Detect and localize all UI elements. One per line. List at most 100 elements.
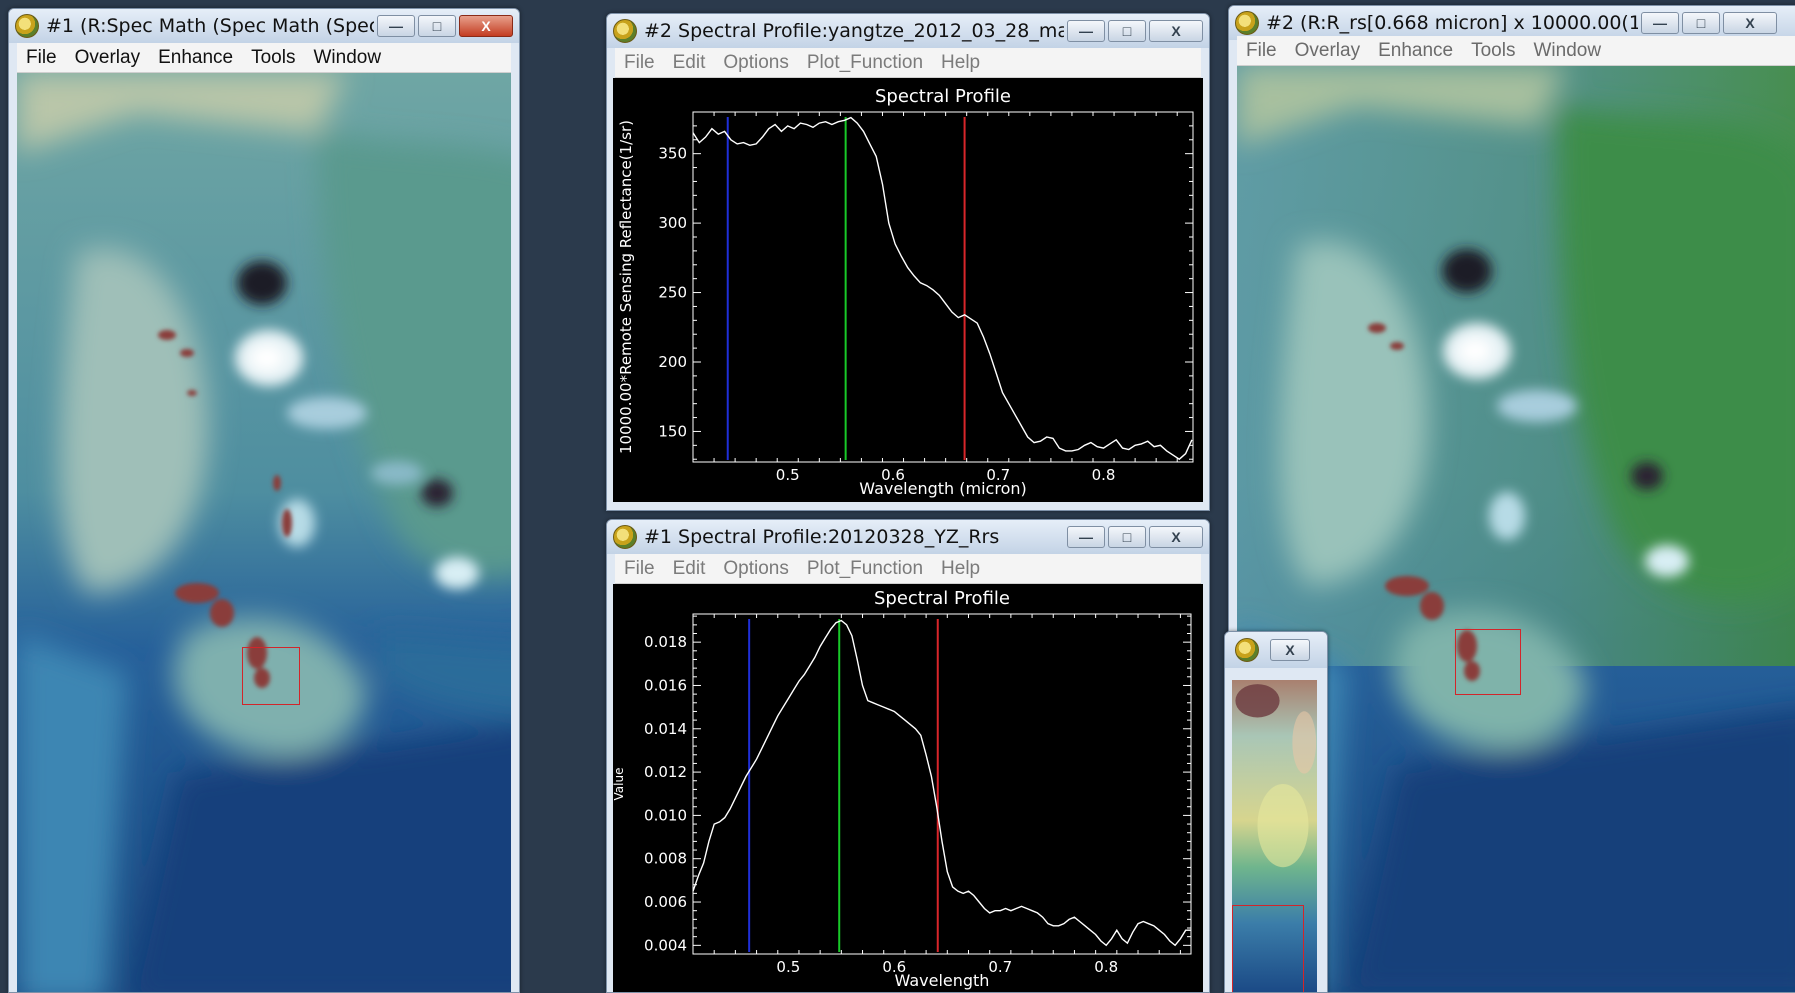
y-axis-label: Value — [613, 768, 626, 801]
y-tick-label: 350 — [658, 145, 687, 163]
roi-box[interactable] — [242, 647, 300, 705]
x-axis-label: Wavelength — [895, 971, 990, 990]
menu-enhance[interactable]: Enhance — [1378, 39, 1454, 61]
menu-tools[interactable]: Tools — [251, 46, 296, 68]
y-tick-label: 0.004 — [644, 936, 687, 954]
envi-logo-icon — [613, 525, 637, 549]
close-button[interactable]: X — [1723, 12, 1777, 34]
image-window-2[interactable]: #2 (R:R_rs[0.668 micron] x 10000.00(1/sr… — [1228, 5, 1795, 993]
window-title: #2 (R:R_rs[0.668 micron] x 10000.00(1/sr… — [1266, 12, 1638, 34]
x-tick-label: 0.7 — [986, 466, 1010, 484]
y-tick-label: 0.006 — [644, 893, 687, 911]
menu-edit[interactable]: Edit — [672, 51, 706, 73]
window-title: #1 (R:Spec Math (Spec Math (Spec Math ..… — [46, 15, 374, 37]
spectral-profile-chart: Spectral Profile 0.5 0.6 0.7 0.8 0.004 0.006 0.… — [613, 588, 1192, 990]
menu-file[interactable]: File — [1246, 39, 1277, 61]
y-tick-label: 150 — [658, 422, 687, 440]
maximize-button[interactable]: □ — [1108, 526, 1146, 548]
minimize-button[interactable]: — — [1641, 12, 1679, 34]
image-window-1-titlebar[interactable]: #1 (R:Spec Math (Spec Math (Spec Math ..… — [9, 9, 519, 43]
profile-window-2-titlebar[interactable]: #2 Spectral Profile:yangtze_2012_03_28_m… — [607, 14, 1209, 48]
menu-help[interactable]: Help — [941, 557, 981, 579]
chart-title: Spectral Profile — [875, 86, 1011, 107]
spectral-profile-line — [692, 619, 1191, 947]
maximize-button[interactable]: □ — [1108, 20, 1146, 42]
menu-enhance[interactable]: Enhance — [158, 46, 234, 68]
x-tick-label: 0.8 — [1094, 958, 1118, 976]
image-display[interactable] — [17, 73, 511, 992]
menu-plot-function[interactable]: Plot_Function — [806, 51, 924, 73]
maximize-button[interactable]: □ — [418, 15, 456, 37]
menu-file[interactable]: File — [26, 46, 57, 68]
envi-logo-icon — [613, 19, 637, 43]
envi-logo-icon — [1235, 638, 1259, 662]
menu-overlay[interactable]: Overlay — [74, 46, 141, 68]
menu-tools[interactable]: Tools — [1471, 39, 1516, 61]
window-title: #2 Spectral Profile:yangtze_2012_03_28_m… — [644, 20, 1064, 42]
menu-file[interactable]: File — [624, 51, 655, 73]
x-tick-label: 0.6 — [882, 958, 906, 976]
profile-window-1-titlebar[interactable]: #1 Spectral Profile:20120328_YZ_Rrs — □ … — [607, 520, 1209, 554]
scroll-roi-box[interactable] — [1232, 905, 1304, 992]
roi-box[interactable] — [1455, 629, 1521, 695]
menu-bar: File Overlay Enhance Tools Window — [1237, 36, 1795, 66]
envi-logo-icon — [1235, 11, 1259, 35]
plot-frame — [692, 613, 1192, 955]
minimize-button[interactable]: — — [1067, 20, 1105, 42]
close-button[interactable]: X — [1149, 526, 1203, 548]
image-window-1[interactable]: #1 (R:Spec Math (Spec Math (Spec Math ..… — [8, 8, 520, 993]
close-button[interactable]: X — [1270, 639, 1310, 661]
maximize-button[interactable]: □ — [1682, 12, 1720, 34]
image-window-2-titlebar[interactable]: #2 (R:R_rs[0.668 micron] x 10000.00(1/sr… — [1229, 6, 1795, 40]
menu-edit[interactable]: Edit — [672, 557, 706, 579]
spectral-plot-area[interactable]: Spectral Profile 0.5 0.6 0.7 0.8 0.004 0.006 0.… — [613, 584, 1203, 992]
menu-bar: File Overlay Enhance Tools Window — [17, 43, 511, 73]
menu-help[interactable]: Help — [941, 51, 981, 73]
plot-frame — [692, 111, 1194, 463]
x-axis-label: Wavelength (micron) — [859, 479, 1026, 498]
menu-bar: File Edit Options Plot_Function Help — [615, 554, 1201, 584]
image-display[interactable] — [1237, 66, 1795, 992]
profile-window-2[interactable]: #2 Spectral Profile:yangtze_2012_03_28_m… — [606, 13, 1210, 511]
minimize-button[interactable]: — — [1067, 526, 1105, 548]
scroll-window[interactable]: X — [1224, 631, 1328, 993]
y-tick-label: 0.016 — [644, 676, 687, 694]
y-axis-label: 10000.00*Remote Sensing Reflectance(1/sr… — [617, 120, 635, 454]
menu-overlay[interactable]: Overlay — [1294, 39, 1361, 61]
overview-image — [1232, 680, 1317, 992]
y-tick-label: 200 — [658, 353, 687, 371]
x-tick-label: 0.7 — [988, 958, 1012, 976]
y-tick-label: 0.008 — [644, 850, 687, 868]
x-tick-label: 0.6 — [881, 466, 905, 484]
spectral-profile-chart: Spectral Profile 0.5 0.6 0.7 0.8 150 200 250 300… — [617, 86, 1194, 498]
envi-logo-icon — [15, 14, 39, 38]
profile-window-1[interactable]: #1 Spectral Profile:20120328_YZ_Rrs — □ … — [606, 519, 1210, 993]
menu-plot-function[interactable]: Plot_Function — [806, 557, 924, 579]
window-title: #1 Spectral Profile:20120328_YZ_Rrs — [644, 526, 1000, 548]
close-button[interactable]: X — [1149, 20, 1203, 42]
menu-options[interactable]: Options — [723, 557, 789, 579]
y-tick-label: 0.012 — [644, 763, 687, 781]
satellite-image — [17, 73, 511, 992]
menu-bar: File Edit Options Plot_Function Help — [615, 48, 1201, 78]
spectral-plot-area[interactable]: Spectral Profile 0.5 0.6 0.7 0.8 150 200 250 300… — [613, 78, 1203, 502]
menu-window[interactable]: Window — [1533, 39, 1602, 61]
x-tick-label: 0.8 — [1092, 466, 1116, 484]
menu-options[interactable]: Options — [723, 51, 789, 73]
x-tick-label: 0.5 — [776, 466, 800, 484]
close-button[interactable]: X — [459, 15, 513, 37]
spectral-profile-line — [692, 116, 1193, 461]
minimize-button[interactable]: — — [377, 15, 415, 37]
x-tick-label: 0.5 — [776, 958, 800, 976]
satellite-image — [1237, 66, 1795, 992]
y-tick-label: 250 — [658, 284, 687, 302]
y-tick-label: 0.010 — [644, 806, 687, 824]
menu-window[interactable]: Window — [313, 46, 382, 68]
y-tick-label: 0.018 — [644, 633, 687, 651]
y-tick-label: 300 — [658, 214, 687, 232]
menu-file[interactable]: File — [624, 557, 655, 579]
y-tick-label: 0.014 — [644, 720, 687, 738]
chart-title: Spectral Profile — [874, 588, 1010, 609]
scroll-overview[interactable] — [1232, 680, 1317, 992]
scroll-window-titlebar[interactable]: X — [1225, 632, 1327, 668]
